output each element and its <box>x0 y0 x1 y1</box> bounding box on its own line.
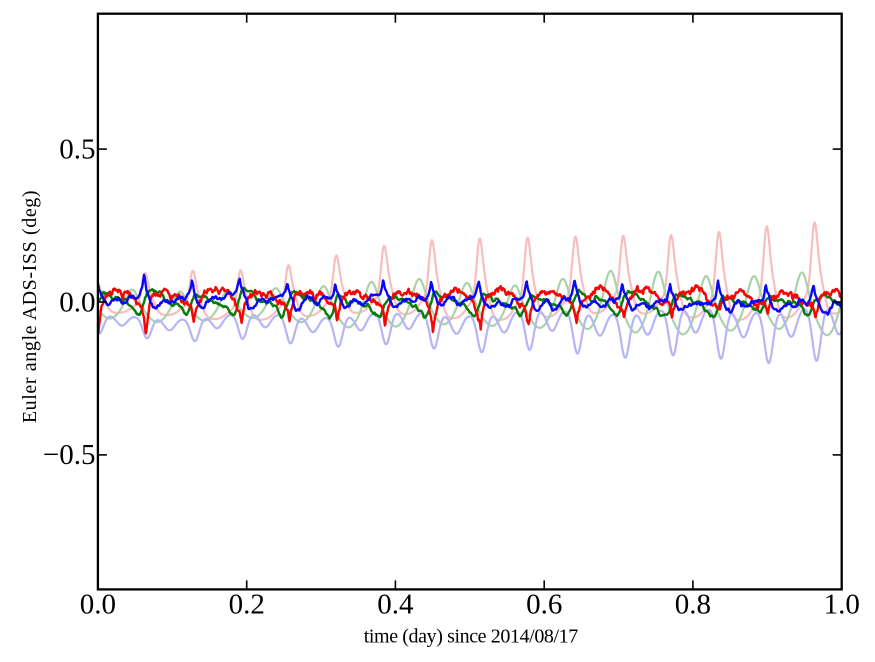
svg-text:0.5: 0.5 <box>59 133 95 165</box>
svg-text:1.0: 1.0 <box>824 589 860 621</box>
svg-text:0.2: 0.2 <box>229 589 265 621</box>
svg-text:Euler angle ADS-ISS (deg): Euler angle ADS-ISS (deg) <box>19 190 41 423</box>
svg-text:0.8: 0.8 <box>675 589 711 621</box>
svg-text:−0.5: −0.5 <box>43 439 96 471</box>
svg-text:0.0: 0.0 <box>59 286 95 318</box>
svg-text:0.0: 0.0 <box>80 589 116 621</box>
svg-text:0.4: 0.4 <box>377 589 414 621</box>
svg-text:time (day) since 2014/08/17: time (day) since 2014/08/17 <box>364 626 579 648</box>
svg-text:0.6: 0.6 <box>526 589 562 621</box>
